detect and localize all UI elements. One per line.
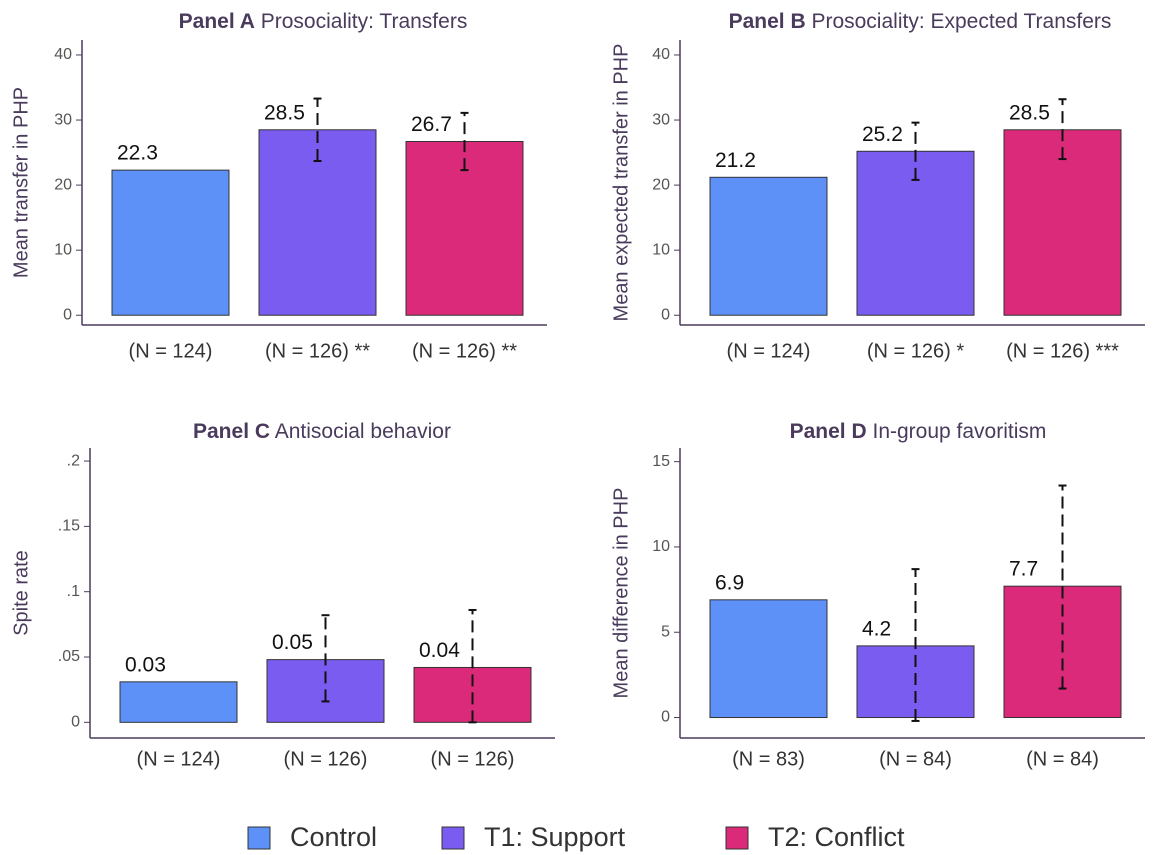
value-label: 0.03: [125, 653, 166, 676]
error-bar: [911, 121, 920, 181]
panel-title-bold: Panel C: [193, 420, 270, 443]
y-tick-label: 0: [63, 306, 72, 323]
legend-swatch: [725, 826, 749, 850]
y-tick-label: .05: [58, 648, 80, 665]
value-label: 28.5: [1009, 101, 1050, 124]
y-tick-label: 10: [652, 538, 670, 555]
y-tick-label: .15: [58, 518, 80, 535]
legend-label: T2: Conflict: [768, 822, 905, 852]
y-tick-label: 10: [652, 241, 670, 258]
y-axis-label: Spite rate: [10, 550, 32, 636]
y-tick-label: 10: [54, 241, 72, 258]
y-tick-label: .1: [67, 583, 80, 600]
value-label: 4.2: [862, 617, 891, 640]
y-tick-label: .2: [67, 452, 80, 469]
bar: [111, 169, 230, 316]
error-bar: [460, 111, 469, 172]
legend-label: Control: [290, 822, 377, 852]
y-tick-label: 15: [652, 453, 670, 470]
value-label: 22.3: [117, 142, 158, 165]
bar: [119, 681, 238, 723]
panel-title-text: Prosociality: Transfers: [261, 10, 468, 33]
x-tick-label: (N = 126): [431, 748, 515, 770]
x-tick-label: (N = 84): [879, 748, 952, 770]
x-tick-label: (N = 84): [1026, 748, 1099, 770]
panel-title: Panel C Antisocial behavior: [193, 420, 451, 443]
x-tick-label: (N = 126): [284, 748, 368, 770]
value-label: 0.04: [419, 639, 460, 662]
x-tick-label: (N = 126) ***: [1006, 340, 1119, 362]
x-tick-label: (N = 126) *: [867, 340, 964, 362]
y-axis-label: Mean expected transfer in PHP: [610, 44, 632, 322]
value-label: 26.7: [411, 113, 452, 136]
panel-title: Panel A Prosociality: Transfers: [179, 10, 468, 33]
panel-title-text: In-group favoritism: [872, 420, 1046, 443]
error-bar: [321, 614, 330, 703]
y-tick-label: 40: [54, 46, 72, 63]
error-bar: [1058, 484, 1067, 690]
value-label: 0.05: [272, 631, 313, 654]
panel-title-bold: Panel B: [729, 10, 806, 33]
error-bar: [468, 608, 477, 724]
y-tick-label: 0: [71, 714, 80, 731]
error-bar: [1058, 98, 1067, 161]
panel-title-text: Prosociality: Expected Transfers: [811, 10, 1111, 33]
error-bar: [911, 568, 920, 722]
y-axis-label: Mean transfer in PHP: [10, 87, 32, 278]
panel-title-bold: Panel A: [179, 10, 255, 33]
legend-swatch: [247, 826, 271, 850]
x-tick-label: (N = 83): [732, 748, 805, 770]
y-tick-label: 20: [54, 176, 72, 193]
x-tick-label: (N = 124): [727, 340, 811, 362]
value-label: 6.9: [715, 571, 744, 594]
panel-title: Panel B Prosociality: Expected Transfers: [729, 10, 1112, 33]
legend-swatch: [441, 826, 465, 850]
y-tick-label: 30: [54, 111, 72, 128]
y-axis-label: Mean difference in PHP: [610, 488, 632, 699]
y-tick-label: 20: [652, 176, 670, 193]
bar: [709, 176, 828, 316]
y-tick-label: 0: [661, 306, 670, 323]
legend-label: T1: Support: [484, 822, 626, 852]
value-label: 28.5: [264, 101, 305, 124]
x-tick-label: (N = 124): [129, 340, 213, 362]
y-tick-label: 40: [652, 46, 670, 63]
bar: [1003, 129, 1122, 316]
y-tick-label: 30: [652, 111, 670, 128]
value-label: 25.2: [862, 123, 903, 146]
value-label: 21.2: [715, 149, 756, 172]
x-tick-label: (N = 126) **: [412, 340, 517, 362]
y-tick-label: 5: [661, 623, 670, 640]
panel-title-text: Antisocial behavior: [275, 420, 451, 443]
x-tick-label: (N = 124): [137, 748, 221, 770]
bar: [709, 599, 828, 719]
x-tick-label: (N = 126) **: [265, 340, 370, 362]
panel-title-bold: Panel D: [790, 420, 867, 443]
error-bar: [313, 97, 322, 163]
value-label: 7.7: [1009, 558, 1038, 581]
y-tick-label: 0: [661, 709, 670, 726]
panel-title: Panel D In-group favoritism: [790, 420, 1047, 443]
